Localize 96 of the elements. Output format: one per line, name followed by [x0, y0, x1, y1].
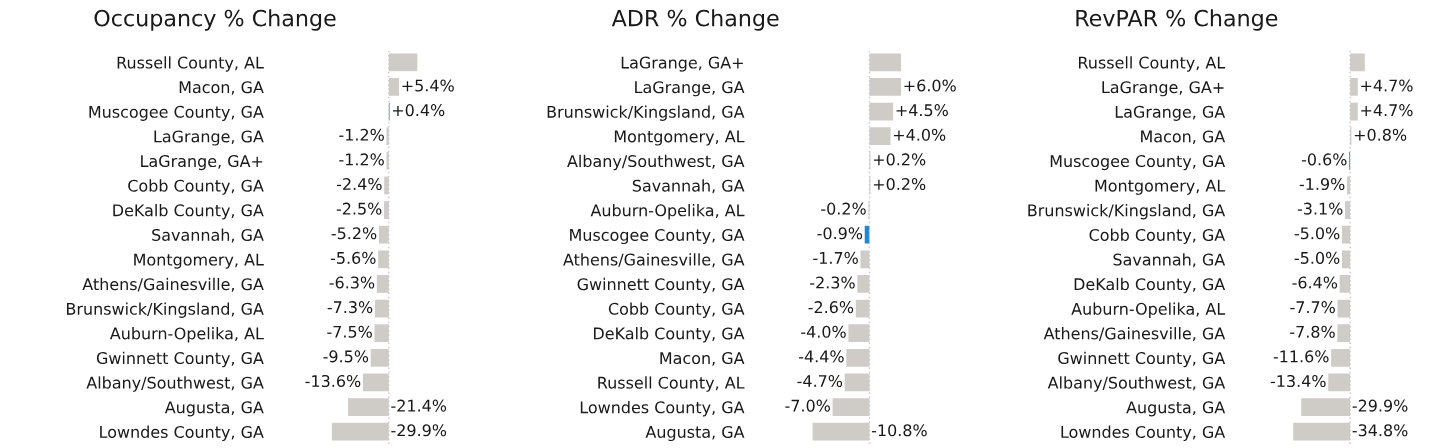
chart-title: ADR % Change — [611, 9, 779, 31]
data-label: -4.0% — [801, 325, 846, 338]
data-label: +5.4% — [402, 79, 454, 92]
y-tick-label: Muscogee County, GA — [1050, 155, 1226, 171]
data-label: -5.2% — [331, 227, 377, 240]
data-label: -7.8% — [1290, 325, 1335, 338]
chart-title: Occupancy % Change — [94, 9, 336, 31]
data-label: -2.4% — [336, 177, 382, 191]
y-tick-label: Brunswick/Kingsland, GA — [67, 302, 264, 318]
y-tick-label: Cobb County, GA — [1089, 228, 1226, 245]
data-label: +0.8% — [1354, 128, 1407, 141]
y-tick-label: LaGrange, GA+ — [621, 56, 743, 72]
y-tick-label: Albany/Southwest, GA — [86, 376, 264, 392]
data-label: -0.6% — [1301, 153, 1347, 166]
data-label: -10.8% — [871, 424, 927, 437]
data-label: -7.0% — [785, 399, 830, 412]
y-tick-label: Muscogee County, GA — [570, 228, 745, 245]
data-label: +4.7% — [1361, 79, 1413, 92]
y-tick-label: Macon, GA — [660, 352, 745, 366]
data-label: -4.4% — [799, 350, 844, 363]
y-tick-label: Augusta, GA — [645, 425, 745, 442]
data-label: -9.5% — [323, 350, 369, 363]
data-label: -0.9% — [817, 227, 863, 240]
data-label: -2.6% — [808, 301, 854, 314]
y-tick-label: Gwinnett County, GA — [577, 277, 745, 294]
y-tick-label: Auburn-Opelika, AL — [1071, 302, 1226, 318]
y-tick-label: Albany/Southwest, GA — [1047, 376, 1226, 392]
y-tick-label: Auburn-Opelika, AL — [109, 327, 264, 343]
y-tick-label: DeKalb County, GA — [113, 203, 264, 220]
data-label: -7.7% — [1290, 301, 1335, 314]
data-label: -11.6% — [1273, 350, 1329, 363]
y-tick-label: Brunswick/Kingsland, GA — [547, 105, 745, 121]
y-tick-label: LaGrange, GA+ — [141, 155, 263, 171]
y-tick-label: Macon, GA — [1141, 130, 1226, 145]
data-label: -7.5% — [327, 325, 372, 338]
y-tick-label: Albany/Southwest, GA — [567, 154, 745, 171]
y-tick-label: Augusta, GA — [164, 401, 264, 417]
chart-title: RevPAR % Change — [1076, 9, 1278, 31]
data-label: -1.7% — [813, 251, 858, 264]
data-label: -21.4% — [391, 399, 447, 412]
data-label: -5.0% — [1294, 227, 1340, 240]
data-label: -5.0% — [1294, 251, 1340, 264]
y-tick-label: Savannah, GA — [632, 179, 745, 194]
y-tick-label: Montgomery, AL — [614, 130, 745, 146]
y-tick-label: DeKalb County, GA — [594, 327, 745, 343]
y-tick-label: Montgomery, AL — [1095, 179, 1226, 195]
y-tick-label: Montgomery, AL — [134, 253, 264, 269]
y-tick-label: LaGrange, GA — [1115, 105, 1226, 121]
data-label: +4.7% — [1361, 104, 1413, 117]
data-label: -3.1% — [1297, 202, 1343, 215]
data-label: -1.2% — [339, 128, 384, 141]
y-tick-label: Lowndes County, GA — [580, 400, 745, 417]
y-tick-label: LaGrange, GA — [154, 130, 264, 146]
y-tick-label: Augusta, GA — [1126, 401, 1226, 417]
y-tick-label: Athens/Gainesville, GA — [82, 277, 264, 292]
y-tick-label: Gwinnett County, GA — [96, 351, 264, 368]
data-label: -6.4% — [1292, 276, 1338, 289]
y-tick-label: Cobb County, GA — [608, 302, 745, 318]
y-tick-label: Savannah, GA — [1113, 253, 1226, 268]
y-tick-label: Athens/Gainesville, GA — [1043, 327, 1226, 342]
data-label: -2.5% — [336, 202, 382, 215]
y-tick-label: Russell County, AL — [1079, 56, 1226, 72]
y-tick-label: LaGrange, GA+ — [1102, 81, 1224, 97]
data-label: -2.3% — [810, 276, 855, 289]
data-label: -13.4% — [1270, 374, 1326, 388]
y-tick-label: DeKalb County, GA — [1074, 277, 1226, 294]
data-label: +4.0% — [893, 128, 946, 141]
data-label: -5.6% — [330, 251, 376, 264]
data-label: +6.0% — [904, 79, 956, 92]
y-tick-label: Lowndes County, GA — [100, 425, 264, 442]
y-tick-label: Cobb County, GA — [128, 179, 264, 195]
y-tick-label: Russell County, AL — [598, 376, 745, 392]
y-tick-label: LaGrange, GA — [635, 81, 745, 97]
data-label: +0.4% — [392, 104, 445, 117]
data-label: -6.3% — [329, 276, 375, 289]
y-tick-label: Macon, GA — [179, 81, 264, 95]
data-label: -29.9% — [391, 424, 447, 437]
data-label: -1.2% — [339, 153, 384, 166]
y-tick-label: Athens/Gainesville, GA — [563, 253, 745, 268]
data-label: -4.7% — [797, 374, 843, 388]
y-tick-label: Savannah, GA — [152, 228, 264, 243]
data-label: -0.2% — [821, 202, 866, 215]
y-tick-label: Muscogee County, GA — [89, 105, 264, 121]
y-tick-label: Brunswick/Kingsland, GA — [1028, 203, 1226, 220]
data-label: -29.9% — [1352, 399, 1408, 412]
y-tick-label: Gwinnett County, GA — [1058, 351, 1226, 368]
data-label: -13.6% — [305, 374, 361, 388]
y-tick-label: Lowndes County, GA — [1061, 425, 1226, 442]
data-label: -1.9% — [1299, 177, 1345, 191]
data-label: -34.8% — [1352, 424, 1408, 437]
data-label: +4.5% — [896, 104, 948, 117]
y-tick-label: Russell County, AL — [117, 56, 264, 72]
data-label: +0.2% — [873, 153, 926, 166]
y-tick-label: Auburn-Opelika, AL — [590, 203, 745, 220]
data-label: -7.3% — [327, 301, 373, 314]
data-label: +0.2% — [873, 177, 926, 191]
